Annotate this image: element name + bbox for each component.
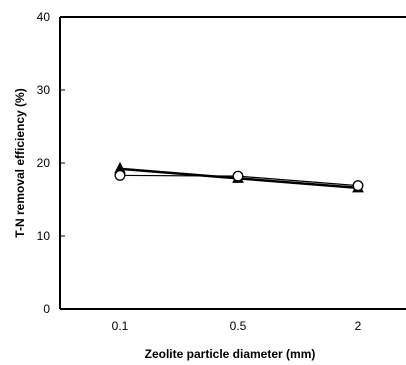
x-tick-label: 0.5 [230,319,247,333]
x-tick-label: 2 [355,319,362,333]
circle-point [232,170,244,182]
y-tick-label: 40 [37,10,51,24]
x-axis-title: Zeolite particle diameter (mm) [145,347,316,361]
y-tick-label: 0 [43,302,50,316]
circle-point [114,169,126,181]
y-tick-label: 20 [37,156,51,170]
chart-marks [59,16,406,310]
y-tick-labels: 0 10 20 30 40 [37,10,51,316]
circle-point [352,180,364,192]
x-tick-label: 0.1 [112,319,129,333]
x-tick-labels: 0.1 0.5 2 [112,319,362,333]
y-tick-label: 30 [37,83,51,97]
y-tick-label: 10 [37,229,51,243]
y-axis-title: T-N removal efficiency (%) [13,88,27,237]
